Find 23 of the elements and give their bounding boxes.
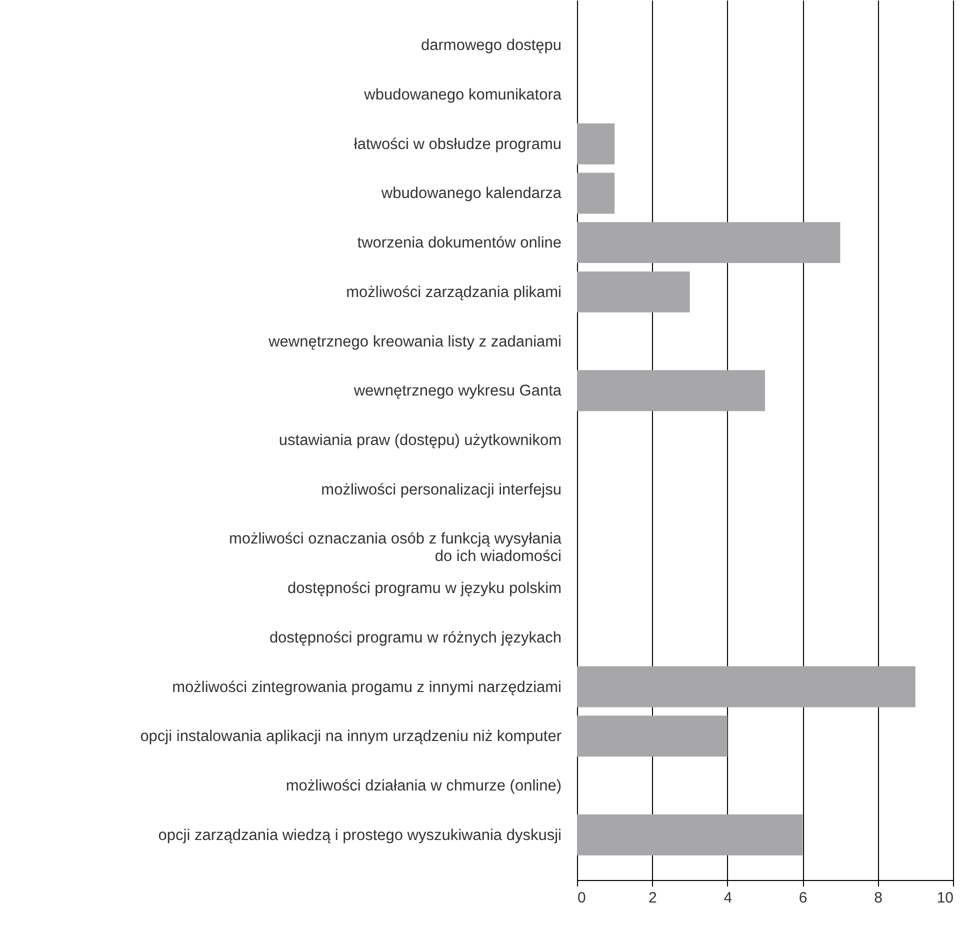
y-tick-label: dostępności programu w języku polskim	[288, 580, 562, 598]
y-tick-label: ustawiania praw (dostępu) użytkownikom	[278, 432, 562, 449]
y-tick-label: wewnętrznego wykresu Ganta	[352, 382, 562, 400]
x-tick-label: 10	[936, 890, 954, 906]
y-tick-label: darmowego dostępu	[421, 37, 562, 54]
y-tick-label: wbudowanego komunikatora	[363, 86, 562, 104]
x-tick-label: 6	[798, 890, 808, 906]
y-tick-label: łatwości w obsłudze programu	[354, 136, 562, 153]
y-tick-label: opcji instalowania aplikacji na innym urządzeniu niż komputer	[140, 728, 562, 746]
y-tick-label: możliwości zintegrowania progamu z innymi narzędziami	[172, 678, 562, 696]
y-tick-label: możliwości oznaczania osób z funkcją wysyłania do ich wiadomości	[228, 530, 562, 566]
x-tick-label: 0	[578, 890, 586, 906]
x-tick-label: 8	[874, 890, 882, 906]
x-tick-label: 4	[724, 890, 732, 906]
y-tick-label: tworzenia dokumentów online	[357, 234, 562, 252]
x-tick-label: 2	[648, 890, 657, 906]
y-tick-label: opcji zarządzania wiedzą i prostego wyszukiwania dyskusji	[158, 826, 562, 844]
y-tick-label: możliwości działania w chmurze (online)	[286, 777, 562, 794]
y-tick-label: możliwości zarządzania plikami	[346, 284, 562, 301]
y-tick-label: możliwości personalizacji interfejsu	[321, 481, 562, 498]
y-tick-label: wbudowanego kalendarza	[380, 185, 562, 202]
y-tick-label: wewnętrznego kreowania listy z zadaniami	[268, 333, 562, 350]
y-tick-label: dostępności programu w różnych językach	[269, 629, 562, 646]
